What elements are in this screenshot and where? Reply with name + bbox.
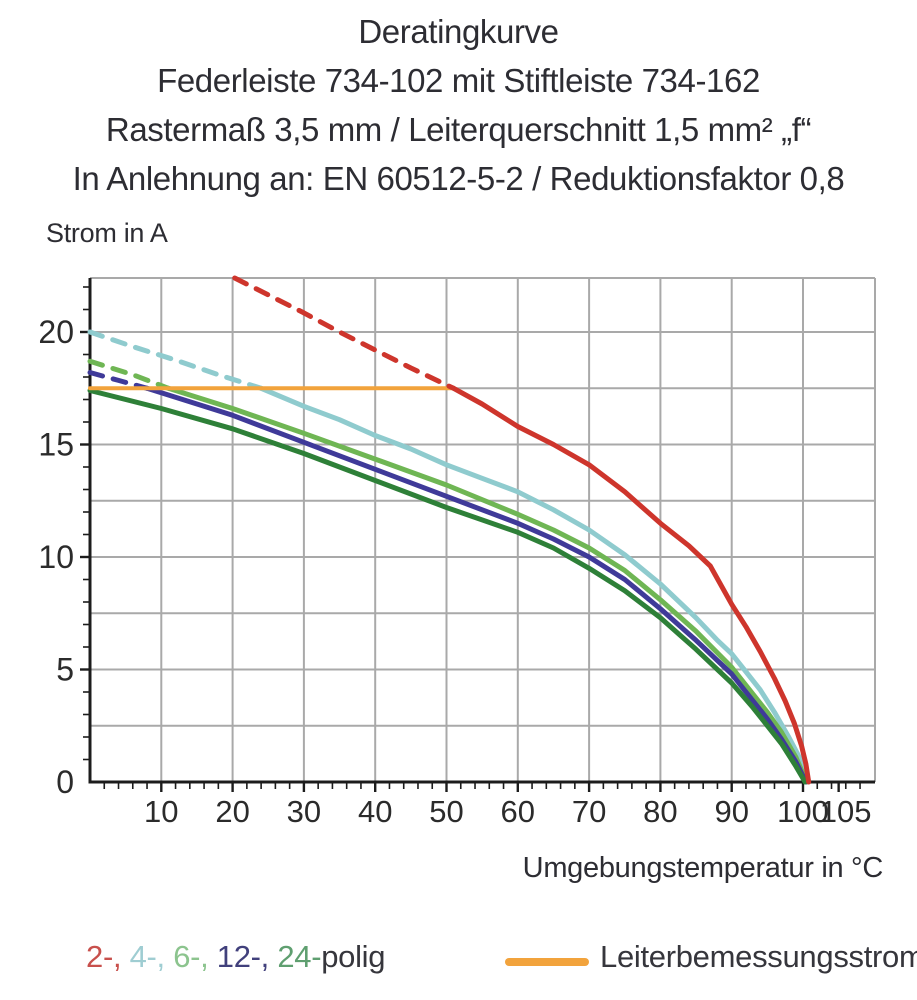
title-line-4: In Anlehnung an: EN 60512-5-2 / Reduktio… — [72, 160, 845, 197]
curve-2-polig — [451, 385, 812, 785]
y-axis-label: Strom in A — [46, 218, 168, 248]
curve-dashed-6-polig — [87, 358, 171, 391]
x-tick-label: 100 — [777, 794, 829, 829]
curve-6-polig — [165, 385, 810, 785]
y-tick-label: 0 — [56, 764, 74, 800]
legend-poles-segment: 12-, — [216, 939, 278, 974]
x-tick-label: 60 — [501, 794, 535, 829]
rated-current-line-swatch — [505, 958, 589, 966]
y-tick-label: 5 — [56, 652, 74, 688]
x-tick-label: 40 — [358, 794, 392, 829]
x-tick-label: 70 — [572, 794, 606, 829]
title-line-2: Federleiste 734-102 mit Stiftleiste 734-… — [157, 62, 760, 99]
legend-poles-segment: 2-, — [86, 939, 130, 974]
x-tick-label: 50 — [429, 794, 463, 829]
x-axis-label: Umgebungstemperatur in °C — [522, 852, 884, 884]
y-tick-label: 15 — [38, 427, 74, 463]
curve-12-polig — [144, 385, 809, 785]
legend-poles-segment: polig — [321, 939, 386, 974]
curve-dashed-4-polig — [87, 329, 264, 391]
rated-current-label: Leiterbemessungsstrom — [600, 939, 917, 974]
y-tick-label: 10 — [38, 539, 74, 575]
curve-24-polig — [87, 388, 808, 785]
chart-title-block: Deratingkurve Federleiste 734-102 mit St… — [0, 7, 917, 203]
title-line-1: Deratingkurve — [358, 13, 559, 50]
x-tick-label: 20 — [215, 794, 249, 829]
x-tick-label: 10 — [144, 794, 178, 829]
curve-dashed-12-polig — [87, 370, 150, 391]
curve-4-polig — [258, 385, 810, 785]
x-tick-label: 90 — [714, 794, 748, 829]
legend-poles-segment: 24- — [277, 939, 322, 974]
legend-poles-segment: 4-, — [129, 939, 174, 974]
legend-pole-counts: 2-, 4-, 6-, 12-, 24-polig — [86, 939, 386, 975]
x-tick-label: 105 — [820, 794, 872, 829]
title-line-3: Rastermaß 3,5 mm / Leiterquerschnitt 1,5… — [105, 111, 812, 148]
legend-poles-segment: 6-, — [173, 939, 217, 974]
x-tick-label: 80 — [643, 794, 677, 829]
y-tick-label: 20 — [38, 314, 74, 350]
x-tick-label: 30 — [287, 794, 321, 829]
curve-dashed-2-polig — [232, 275, 457, 391]
